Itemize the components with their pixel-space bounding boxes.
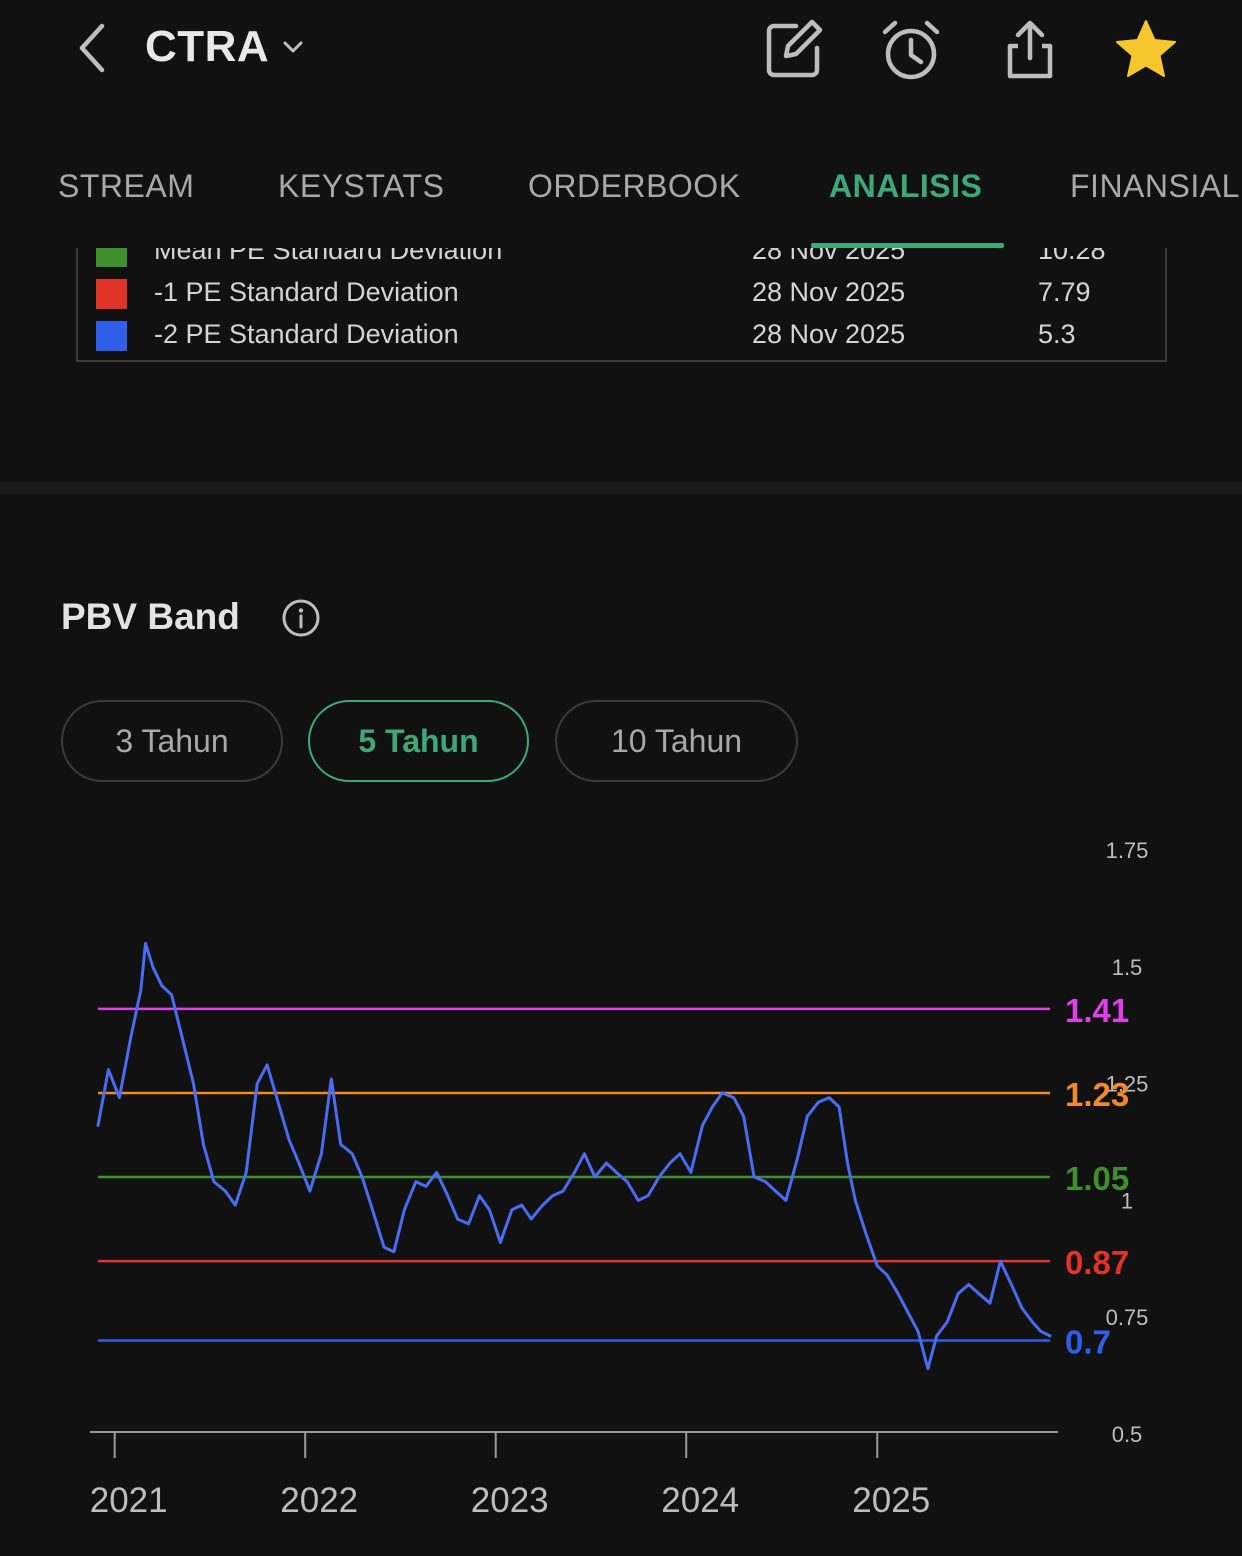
section-divider (0, 482, 1242, 494)
edit-note-icon[interactable] (762, 18, 826, 82)
back-chevron-icon[interactable] (70, 20, 120, 76)
legend-swatch (96, 279, 127, 309)
legend-name: Mean PE Standard Deviation (154, 248, 503, 265)
alarm-clock-icon[interactable] (879, 18, 943, 82)
y-tick-label: 0.75 (1106, 1305, 1149, 1330)
x-tick-label: 2023 (471, 1481, 549, 1520)
legend-name: -1 PE Standard Deviation (154, 277, 459, 307)
band-value-label: 1.41 (1065, 992, 1129, 1029)
tab-analisis[interactable]: ANALISIS (829, 168, 983, 204)
ticker-symbol[interactable]: CTRA (145, 22, 270, 71)
active-tab-indicator (811, 243, 1004, 248)
y-tick-label: 1 (1121, 1188, 1133, 1213)
tab-finansial[interactable]: FINANSIAL (1070, 168, 1240, 204)
x-tick-label: 2022 (280, 1481, 358, 1520)
legend-date: 28 Nov 2025 (752, 277, 906, 307)
band-value-label: 0.7 (1065, 1324, 1111, 1361)
y-tick-label: 1.75 (1106, 838, 1149, 863)
band-value-label: 0.87 (1065, 1244, 1129, 1281)
info-icon[interactable] (281, 598, 321, 638)
period-5-tahun-button[interactable]: 5 Tahun (308, 700, 529, 782)
legend-date: 28 Nov 2025 (752, 248, 906, 265)
legend-value: 5.3 (1038, 319, 1076, 349)
legend-row: Mean PE Standard Deviation 28 Nov 2025 1… (78, 248, 1165, 274)
legend-swatch (96, 248, 127, 267)
legend-row: -1 PE Standard Deviation 28 Nov 2025 7.7… (78, 274, 1165, 316)
top-bar: CTRA (0, 0, 1242, 110)
tab-orderbook[interactable]: ORDERBOOK (528, 168, 741, 204)
pbv-band-title: PBV Band (61, 596, 240, 637)
legend-row: -2 PE Standard Deviation 28 Nov 2025 5.3 (78, 316, 1165, 358)
x-tick-label: 2025 (852, 1481, 930, 1520)
chevron-down-icon[interactable] (280, 34, 306, 60)
tab-keystats[interactable]: KEYSTATS (278, 168, 445, 204)
share-icon[interactable] (998, 18, 1062, 82)
period-3-tahun-button[interactable]: 3 Tahun (61, 700, 283, 782)
x-tick-label: 2024 (661, 1481, 739, 1520)
legend-value: 7.79 (1038, 277, 1091, 307)
star-icon[interactable] (1114, 18, 1178, 82)
band-value-label: 1.23 (1065, 1076, 1129, 1113)
pbv-band-chart: 1.75 1.5 1.25 1 0.75 0.5 2021 2022 2023 2024 2025 1… (90, 838, 1149, 1520)
x-tick-label: 2021 (90, 1481, 168, 1520)
pe-legend-table: Mean PE Standard Deviation 28 Nov 2025 1… (76, 248, 1167, 362)
y-tick-label: 0.5 (1112, 1422, 1143, 1447)
band-value-label: 1.05 (1065, 1160, 1129, 1197)
tab-stream[interactable]: STREAM (58, 168, 195, 204)
legend-name: -2 PE Standard Deviation (154, 319, 459, 349)
legend-value: 10.28 (1038, 248, 1106, 265)
tab-bar: STREAM KEYSTATS ORDERBOOK ANALISIS FINAN… (0, 150, 1242, 248)
y-tick-label: 1.5 (1112, 955, 1143, 980)
period-10-tahun-button[interactable]: 10 Tahun (555, 700, 798, 782)
legend-swatch (96, 321, 127, 351)
y-tick-label: 1.25 (1106, 1072, 1149, 1097)
legend-date: 28 Nov 2025 (752, 319, 906, 349)
pbv-series-line (96, 941, 1052, 1371)
